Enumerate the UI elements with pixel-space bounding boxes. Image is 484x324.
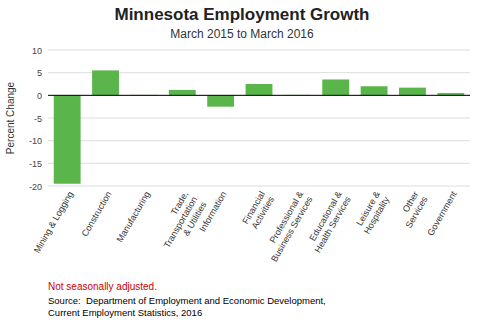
y-tick-label: 0 xyxy=(37,91,42,101)
zero-line xyxy=(48,95,470,96)
page: {"chart_data": {"type": "bar", "title": … xyxy=(0,0,484,324)
x-tick: Information xyxy=(197,190,228,234)
bar xyxy=(399,88,426,96)
x-tick: Educational &Health Services xyxy=(304,189,354,254)
x-tick-label: Information xyxy=(197,190,228,234)
x-tick: OtherServices xyxy=(395,189,430,230)
x-tick-label: Professional &Business Services xyxy=(260,189,315,263)
grid-line xyxy=(48,118,470,119)
source-line: Current Employment Statistics, 2016 xyxy=(48,307,202,318)
grid-line xyxy=(48,140,470,141)
y-tick-label: 10 xyxy=(32,46,42,56)
y-tick-label: -15 xyxy=(29,159,42,169)
x-tick: Construction xyxy=(80,190,114,239)
bar xyxy=(92,70,119,95)
grid xyxy=(48,50,470,186)
x-tick-label: Mining & Logging xyxy=(32,190,75,255)
bar xyxy=(207,95,234,106)
x-tick-label-line: Construction xyxy=(80,190,114,239)
grid-line xyxy=(48,95,470,96)
x-tick-label: Government xyxy=(425,189,459,237)
x-tick-label: Construction xyxy=(80,190,114,239)
chart-svg: Minnesota Employment Growth March 2015 to… xyxy=(0,0,484,324)
x-tick: Government xyxy=(425,189,459,237)
x-tick-label-line: Hospitality xyxy=(362,194,392,235)
bar xyxy=(361,86,388,95)
x-tick-label-line: Activities xyxy=(250,194,277,230)
title: Minnesota Employment Growth xyxy=(114,5,369,24)
x-tick: FinancialActivities xyxy=(240,189,276,231)
subtitle: March 2015 to March 2016 xyxy=(170,27,314,41)
x-tick-label-line: Mining & Logging xyxy=(32,190,75,255)
x-tick-label-line: Manufacturing xyxy=(115,190,152,244)
y-tick-label: -5 xyxy=(34,114,42,124)
y-tick-label: -20 xyxy=(29,182,42,192)
bars xyxy=(54,70,464,183)
x-tick-label-line: Services xyxy=(404,194,430,229)
x-tick-label: Manufacturing xyxy=(115,190,152,244)
y-axis-label: Percent Change xyxy=(5,81,16,154)
x-tick-label-line: Business Services xyxy=(269,194,315,263)
x-tick: Leisure &Hospitality xyxy=(353,189,392,236)
x-tick: Manufacturing xyxy=(115,190,152,244)
source-line: Source: Department of Employment and Eco… xyxy=(48,295,326,306)
x-tick-label-line: Information xyxy=(197,190,228,234)
grid-line xyxy=(48,163,470,164)
chart-container: Minnesota Employment Growth March 2015 to… xyxy=(0,0,484,324)
x-tick: Professional &Business Services xyxy=(260,189,315,263)
x-tick: Mining & Logging xyxy=(32,190,75,255)
note: Not seasonally adjusted. xyxy=(48,281,157,292)
grid-line xyxy=(48,186,470,187)
grid-line xyxy=(48,50,470,51)
x-tick-label: Educational &Health Services xyxy=(304,189,354,254)
x-tick-label: Leisure &Hospitality xyxy=(353,189,392,236)
x-tick-label-line: Government xyxy=(425,189,459,237)
x-tick-label-line: Health Services xyxy=(313,194,353,254)
x-tick-label: OtherServices xyxy=(395,189,430,230)
bar xyxy=(54,95,81,183)
bar xyxy=(169,90,196,95)
bar xyxy=(246,84,273,95)
y-tick-label: 5 xyxy=(37,68,42,78)
bar xyxy=(322,79,349,95)
x-tick-label: FinancialActivities xyxy=(240,189,276,231)
y-tick-label: -10 xyxy=(29,136,42,146)
source: Source: Department of Employment and Eco… xyxy=(48,295,326,318)
